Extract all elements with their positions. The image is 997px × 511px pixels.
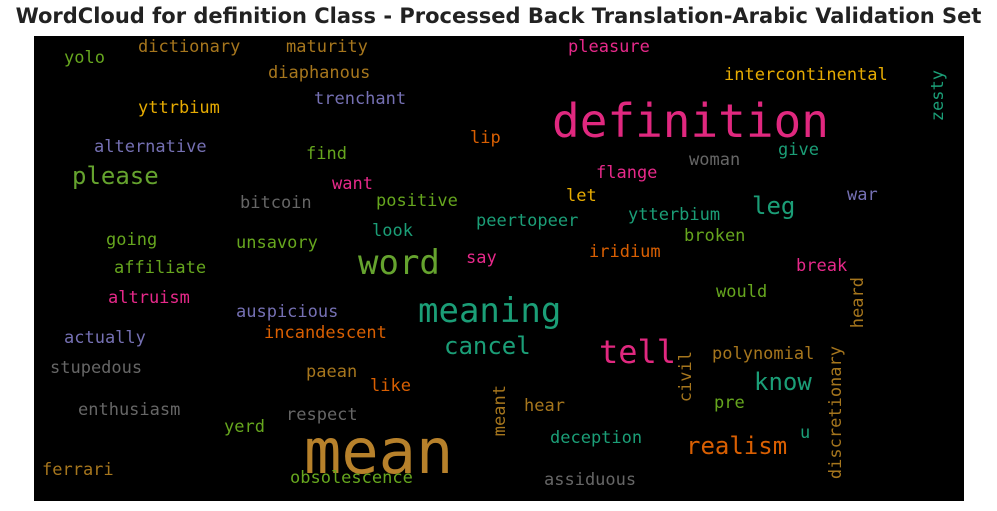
word-pleasure: pleasure <box>568 37 650 57</box>
word-ferrari: ferrari <box>42 460 114 480</box>
word-incandescent: incandescent <box>264 323 387 343</box>
word-like: like <box>370 376 411 396</box>
word-know: know <box>754 368 812 396</box>
word-pre: pre <box>714 393 745 413</box>
word-actually: actually <box>64 328 146 348</box>
word-obsolescence: obsolescence <box>290 468 413 488</box>
word-positive: positive <box>376 191 458 211</box>
word-paean: paean <box>306 362 358 382</box>
word-give: give <box>778 140 819 160</box>
word-yolo: yolo <box>64 48 105 68</box>
word-discretionary: discretionary <box>826 346 846 480</box>
word-please: please <box>72 162 159 190</box>
word-stupedous: stupedous <box>50 358 143 378</box>
word-look: look <box>372 221 413 241</box>
wordcloud-canvas: mean definition word meaning tell please know r… <box>34 36 964 501</box>
word-leg: leg <box>752 192 796 220</box>
word-break: break <box>796 256 848 276</box>
word-tell: tell <box>599 333 677 371</box>
word-yttrbium: yttrbium <box>138 98 220 118</box>
word-realism: realism <box>686 432 788 460</box>
word-hear: hear <box>524 396 565 416</box>
word-meant: meant <box>490 385 510 437</box>
word-want: want <box>332 174 373 194</box>
word-affiliate: affiliate <box>114 258 207 278</box>
word-altruism: altruism <box>108 288 190 308</box>
word-let: let <box>566 186 597 206</box>
word-respect: respect <box>286 405 358 425</box>
word-meaning: meaning <box>418 291 562 331</box>
word-find: find <box>306 144 347 164</box>
word-dictionary: dictionary <box>138 37 241 57</box>
word-peertopeer: peertopeer <box>476 211 579 231</box>
word-broken: broken <box>684 226 746 246</box>
word-polynomial: polynomial <box>712 344 815 364</box>
word-war: war <box>847 185 878 205</box>
word-mean: mean <box>304 415 454 488</box>
word-yerd: yerd <box>224 417 265 437</box>
word-bitcoin: bitcoin <box>240 193 312 213</box>
word-definition: definition <box>552 94 829 148</box>
word-word: word <box>358 243 440 283</box>
word-ytterbium: ytterbium <box>628 205 721 225</box>
word-flange: flange <box>596 163 658 183</box>
word-going: going <box>106 230 158 250</box>
word-trenchant: trenchant <box>314 89 407 109</box>
word-cancel: cancel <box>444 332 531 360</box>
word-intercontinental: intercontinental <box>724 65 888 85</box>
word-say: say <box>466 248 497 268</box>
word-diaphanous: diaphanous <box>268 63 371 83</box>
word-auspicious: auspicious <box>236 302 339 322</box>
word-maturity: maturity <box>286 37 368 57</box>
word-lip: lip <box>470 128 501 148</box>
word-civil: civil <box>676 351 696 403</box>
word-woman: woman <box>689 150 741 170</box>
word-deception: deception <box>550 428 643 448</box>
word-would: would <box>716 282 768 302</box>
chart-title: WordCloud for definition Class - Process… <box>15 4 982 28</box>
word-zesty: zesty <box>928 70 948 122</box>
word-heard: heard <box>848 277 868 329</box>
word-unsavory: unsavory <box>236 233 318 253</box>
word-assiduous: assiduous <box>544 470 637 490</box>
word-alternative: alternative <box>94 137 207 157</box>
word-enthusiasm: enthusiasm <box>78 400 181 420</box>
word-u: u <box>800 423 811 443</box>
word-iridium: iridium <box>589 242 661 262</box>
